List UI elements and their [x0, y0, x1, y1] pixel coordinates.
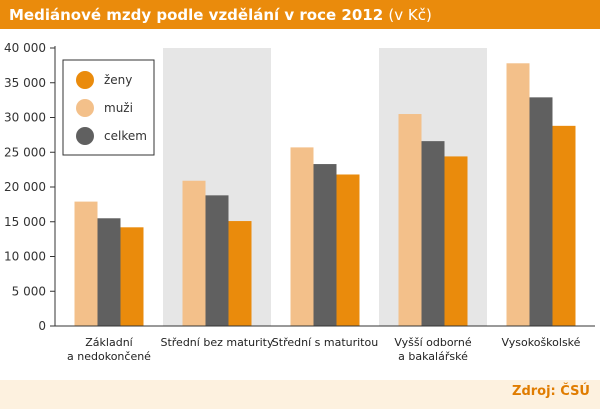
y-tick-label: 25 000: [4, 145, 46, 159]
legend-swatch-zeny: [76, 71, 94, 89]
source-note: Zdroj: ČSÚ: [512, 384, 590, 399]
bar-zeny-3: [444, 156, 468, 326]
chart-title-text: Mediánové mzdy podle vzdělání v roce 201…: [9, 6, 384, 24]
bar-zeny-2: [336, 174, 360, 326]
x-category-label: Vysokoškolské: [502, 336, 581, 349]
legend-swatch-celkem: [76, 127, 94, 145]
bar-zeny-4: [552, 125, 576, 326]
y-tick-label: 0: [38, 319, 46, 333]
bar-zeny-1: [228, 221, 252, 326]
footer-bar: Zdroj: ČSÚ: [0, 380, 600, 409]
x-category-label-line: Základní: [85, 336, 133, 349]
x-category-label: Střední bez maturity: [160, 336, 274, 349]
x-category-label-line: Střední s maturitou: [272, 336, 378, 349]
bar-celkem-4: [529, 97, 553, 326]
chart-title: Mediánové mzdy podle vzdělání v roce 201…: [9, 6, 432, 24]
x-category-label: Základní a nedokončené: [67, 336, 151, 363]
bar-celkem-3: [421, 141, 445, 326]
bar-celkem-0: [97, 218, 121, 326]
y-tick-labels: 0 5 000 10 000 15 000 20 000 25 000 30 000 35 0…: [4, 41, 46, 333]
bar-celkem-2: [313, 164, 337, 326]
legend-swatch-muzi: [76, 99, 94, 117]
bar-zeny-0: [120, 227, 144, 326]
bar-muzi-1: [182, 180, 206, 326]
legend-label-celkem: celkem: [104, 129, 147, 143]
x-category-label-line: a nedokončené: [67, 350, 151, 363]
x-category-label-line: a bakalářské: [398, 350, 468, 363]
legend-label-muzi: muži: [104, 101, 133, 115]
x-category-label-line: Vyšší odborné: [394, 336, 471, 349]
y-tick-label: 35 000: [4, 76, 46, 90]
x-category-label: Střední s maturitou: [272, 336, 378, 349]
bar-celkem-1: [205, 195, 229, 326]
x-category-label-line: Střední bez maturity: [160, 336, 274, 349]
bar-muzi-0: [74, 201, 98, 326]
y-tick-label: 30 000: [4, 111, 46, 125]
y-tick-label: 5 000: [12, 284, 46, 298]
legend-label-zeny: ženy: [104, 73, 132, 87]
y-tick-label: 40 000: [4, 41, 46, 55]
bar-chart: 0 5 000 10 000 15 000 20 000 25 000 30 000 35 0…: [4, 41, 595, 363]
y-tick-label: 20 000: [4, 180, 46, 194]
chart-title-unit: (v Kč): [388, 6, 432, 24]
bars: [74, 63, 576, 327]
bar-muzi-3: [398, 114, 422, 327]
axes: [50, 46, 595, 327]
title-bar: Mediánové mzdy podle vzdělání v roce 201…: [0, 0, 600, 29]
x-category-label-line: Vysokoškolské: [502, 336, 581, 349]
x-category-label: Vyšší odborné a bakalářské: [394, 336, 471, 363]
y-tick-label: 15 000: [4, 215, 46, 229]
bar-muzi-4: [506, 63, 530, 326]
bar-muzi-2: [290, 147, 314, 326]
legend: ženy muži celkem: [62, 59, 155, 156]
x-category-labels: Základní a nedokončené Střední bez maturit…: [67, 336, 581, 363]
y-tick-label: 10 000: [4, 250, 46, 264]
